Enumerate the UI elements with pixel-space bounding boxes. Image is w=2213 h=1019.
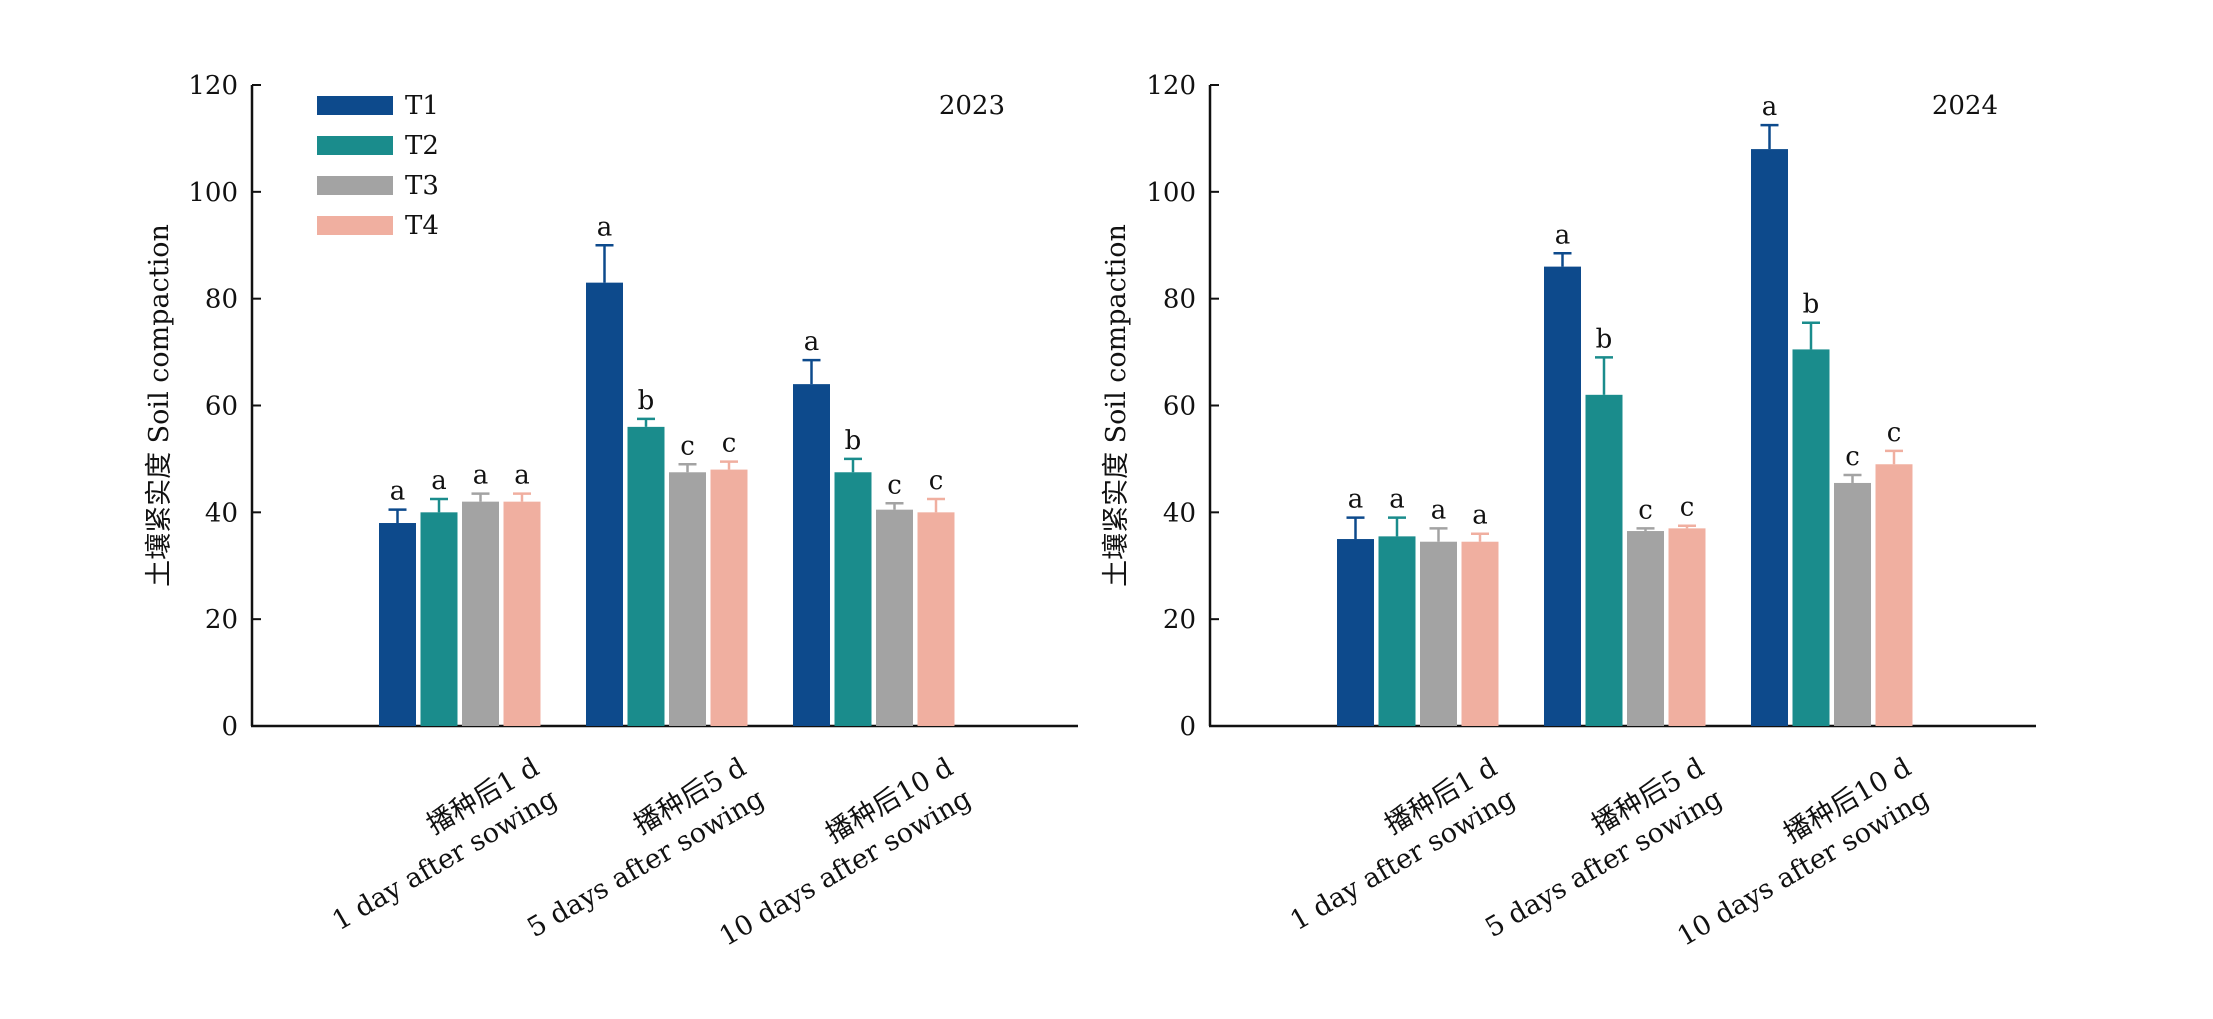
significance-letter: b — [1803, 290, 1820, 320]
bar-T1 — [1751, 149, 1788, 727]
bar-T4 — [503, 501, 541, 726]
chart-title: 2023 — [939, 91, 1005, 121]
chart-panel-2023: 0 20 40 60 80 100 120 土壤紧实度 Soil compaction 2023… — [144, 71, 1078, 953]
significance-letter: a — [1431, 495, 1447, 525]
legend-label: T1 — [405, 91, 439, 121]
y-tick-label: 120 — [188, 71, 238, 101]
significance-letter: a — [514, 461, 530, 491]
bar-T4 — [1461, 541, 1499, 726]
y-tick-label: 100 — [1146, 178, 1196, 208]
significance-letter: c — [929, 466, 944, 496]
y-tick-label: 0 — [1179, 712, 1196, 742]
bar-T4 — [917, 512, 955, 726]
y-tick-label: 0 — [221, 712, 238, 742]
bar-T2 — [834, 472, 872, 726]
significance-letter: c — [1638, 495, 1653, 525]
y-axis-label: 土壤紧实度 Soil compaction — [1101, 224, 1132, 587]
legend-label: T3 — [405, 171, 439, 201]
bar-T1 — [1544, 266, 1581, 726]
legend-swatch-T4 — [317, 216, 393, 235]
significance-letter: a — [1472, 501, 1488, 531]
significance-letter: c — [1887, 418, 1902, 448]
legend-label: T2 — [405, 131, 439, 161]
bar-T3 — [1627, 531, 1664, 726]
bar-T2 — [1585, 394, 1623, 726]
significance-letter: a — [1555, 220, 1571, 250]
bar-T1 — [379, 523, 416, 726]
x-tick-label: 播种后1 d1 day after sowing — [327, 752, 562, 937]
y-tick-label: 40 — [1163, 498, 1196, 528]
significance-letter: b — [638, 386, 655, 416]
y-tick-label: 20 — [1163, 605, 1196, 635]
y-tick-label: 100 — [188, 178, 238, 208]
bar-T2 — [1792, 349, 1830, 726]
x-tick-label: 播种后5 d5 days after sowing — [1480, 752, 1727, 944]
significance-letter: a — [804, 327, 820, 357]
bar-T4 — [710, 469, 748, 726]
legend-label: T4 — [405, 211, 439, 241]
significance-letter: c — [887, 470, 902, 500]
significance-letter: a — [1348, 485, 1364, 515]
significance-letter: a — [390, 477, 406, 507]
bar-T2 — [420, 512, 458, 726]
legend-swatch-T2 — [317, 136, 393, 155]
legend-swatch-T1 — [317, 96, 393, 115]
significance-letter: c — [1680, 493, 1695, 523]
x-tick-label: 播种后1 d1 day after sowing — [1285, 752, 1520, 937]
y-tick-label: 60 — [1163, 392, 1196, 422]
y-tick-label: 120 — [1146, 71, 1196, 101]
bar-T2 — [1378, 536, 1416, 726]
bar-T4 — [1668, 528, 1706, 726]
bar-T1 — [586, 282, 623, 726]
y-tick-label: 40 — [205, 498, 238, 528]
y-tick-label: 80 — [1163, 285, 1196, 315]
y-tick-label: 80 — [205, 285, 238, 315]
significance-letter: b — [1596, 324, 1613, 354]
bar-T4 — [1875, 464, 1913, 726]
chart-title: 2024 — [1932, 91, 1998, 121]
bar-T3 — [669, 472, 706, 726]
bar-T3 — [1834, 482, 1871, 726]
significance-letter: c — [722, 429, 737, 459]
significance-letter: b — [845, 426, 862, 456]
y-tick-label: 20 — [205, 605, 238, 635]
significance-letter: a — [1389, 485, 1405, 515]
y-tick-label: 60 — [205, 392, 238, 422]
significance-letter: c — [680, 431, 695, 461]
bar-T2 — [627, 426, 665, 726]
significance-letter: a — [597, 212, 613, 242]
y-axis-label: 土壤紧实度 Soil compaction — [144, 224, 175, 587]
significance-letter: a — [1762, 92, 1778, 122]
bar-T1 — [1337, 539, 1374, 726]
bar-T3 — [1420, 541, 1457, 726]
bar-T1 — [793, 384, 830, 726]
x-tick-label: 播种后5 d5 days after sowing — [522, 752, 769, 944]
chart-panel-2024: 0 20 40 60 80 100 120 土壤紧实度 Soil compaction 2024… — [1101, 71, 2036, 953]
bar-T3 — [876, 509, 913, 726]
significance-letter: a — [431, 466, 447, 496]
significance-letter: c — [1845, 442, 1860, 472]
significance-letter: a — [473, 461, 489, 491]
bar-T3 — [462, 501, 499, 726]
legend-swatch-T3 — [317, 176, 393, 195]
legend: T1 T2 T3 T4 — [317, 91, 439, 241]
